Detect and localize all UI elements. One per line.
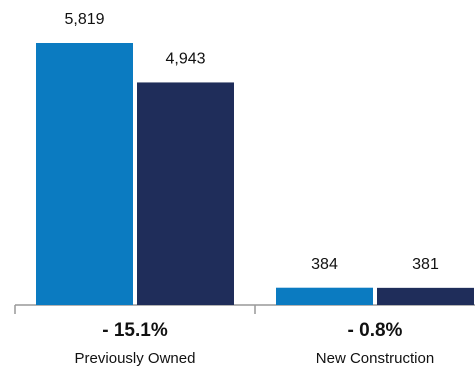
x-tick-label: Previously Owned	[75, 350, 196, 367]
value-label: 384	[311, 256, 338, 273]
bar	[36, 43, 133, 305]
bar	[377, 287, 474, 305]
annotation: - 0.8%	[348, 320, 403, 341]
value-label: 5,819	[64, 11, 104, 28]
value-label: 381	[412, 256, 439, 273]
bar	[276, 287, 373, 305]
x-tick-label: New Construction	[316, 350, 434, 367]
annotation: - 15.1%	[102, 320, 168, 341]
value-label: 4,943	[165, 51, 205, 68]
bar	[137, 82, 234, 305]
